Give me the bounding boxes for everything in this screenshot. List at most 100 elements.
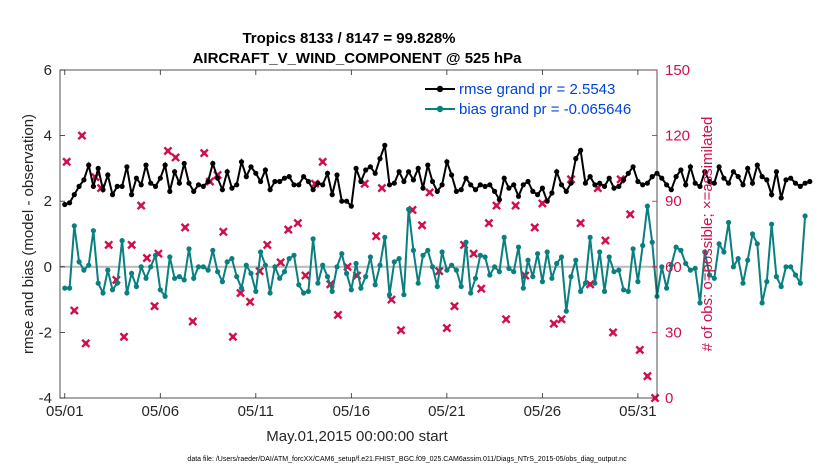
- bias-data-point: [764, 279, 770, 285]
- bias-data-point: [721, 249, 727, 255]
- rmse-data-point: [109, 192, 116, 198]
- bias-data-point: [301, 290, 307, 296]
- obs-assimilated-marker: [136, 201, 146, 211]
- rmse-data-point: [176, 180, 182, 186]
- rmse-data-point: [472, 187, 479, 193]
- rmse-data-point: [152, 183, 159, 189]
- bias-data-point: [114, 280, 120, 286]
- bias-data-point: [315, 280, 321, 286]
- bias-data-point: [348, 287, 354, 293]
- bias-data-point: [625, 288, 631, 294]
- rmse-data-point: [807, 178, 813, 185]
- bias-data-point: [105, 267, 111, 273]
- bias-data-point: [76, 259, 82, 265]
- rmse-data-point: [200, 183, 206, 189]
- obs-assimilated-marker: [77, 131, 87, 141]
- bias-data-point: [506, 265, 512, 271]
- rmse-data-point: [348, 203, 354, 209]
- bias-data-point: [215, 269, 221, 275]
- obs-assimilated-marker: [557, 314, 566, 324]
- bias-data-point: [329, 288, 335, 294]
- bias-data-point: [181, 277, 187, 283]
- bias-data-point: [248, 270, 254, 276]
- obs-assimilated-marker: [171, 153, 181, 162]
- rmse-data-point: [778, 195, 784, 201]
- bias-data-point: [525, 257, 531, 263]
- rmse-data-point: [554, 169, 560, 175]
- rmse-data-point: [119, 183, 125, 189]
- rmse-data-point: [644, 180, 651, 186]
- obs-assimilated-marker: [188, 317, 198, 326]
- obs-assimilated-marker: [199, 148, 209, 158]
- rmse-data-point: [606, 175, 612, 181]
- bias-data-point: [563, 308, 569, 314]
- obs-assimilated-marker: [469, 249, 479, 259]
- bias-data-point: [119, 238, 125, 244]
- rmse-data-point: [625, 170, 631, 176]
- rmse-data-point: [148, 180, 154, 186]
- bias-data-point: [730, 264, 737, 270]
- bias-data-point: [468, 290, 474, 296]
- rmse-data-point: [487, 182, 493, 188]
- bias-data-point: [449, 262, 455, 268]
- rmse-data-point: [238, 159, 245, 165]
- obs-assimilated-marker: [377, 183, 387, 193]
- rmse-data-point: [67, 200, 73, 206]
- bias-data-point: [100, 290, 106, 296]
- bias-data-point: [277, 275, 283, 281]
- rmse-data-point: [659, 175, 665, 181]
- rmse-data-point: [735, 174, 741, 180]
- rmse-data-point: [544, 198, 550, 204]
- rmse-data-point: [425, 162, 431, 168]
- bias-data-point: [429, 264, 436, 270]
- bias-data-point: [339, 251, 345, 257]
- obs-assimilated-marker: [236, 288, 245, 298]
- bias-data-point: [124, 290, 130, 296]
- obs-assimilated-marker: [442, 323, 452, 333]
- rmse-data-point: [434, 188, 440, 194]
- bias-data-point: [773, 274, 780, 280]
- bias-data-point: [224, 259, 230, 265]
- rmse-data-point: [769, 192, 775, 198]
- rmse-data-point: [272, 178, 278, 185]
- y2-axis-label: # of obs: o=possible; ×=assimilated: [699, 117, 716, 352]
- rmse-data-point: [219, 187, 225, 193]
- obs-assimilated-marker: [293, 218, 303, 228]
- rmse-data-point: [749, 180, 756, 186]
- rmse-data-point: [716, 164, 722, 170]
- bias-data-point: [286, 256, 292, 262]
- rmse-data-point: [95, 165, 101, 171]
- rmse-data-point: [492, 188, 498, 194]
- rmse-data-point: [129, 192, 135, 198]
- rmse-data-point: [687, 164, 694, 170]
- rmse-data-point: [740, 182, 746, 188]
- bias-data-point: [109, 287, 116, 293]
- bias-data-point: [539, 279, 546, 285]
- rmse-data-point: [377, 156, 383, 162]
- bias-data-point: [463, 239, 469, 245]
- rmse-data-point: [76, 183, 82, 189]
- legend-rmse-label: rmse grand pr = 2.5543: [459, 81, 615, 98]
- bias-data-point: [711, 275, 717, 281]
- rmse-data-point: [215, 175, 221, 181]
- obs-assimilated-marker: [635, 345, 645, 355]
- rmse-data-point: [205, 178, 211, 185]
- bias-data-point: [783, 264, 789, 270]
- y2-tick-label: 90: [665, 193, 682, 210]
- x-tick-label: 05/26: [524, 403, 562, 420]
- rmse-data-point: [616, 183, 622, 189]
- rmse-data-point: [224, 169, 230, 175]
- bias-data-point: [687, 267, 694, 273]
- bias-data-point: [162, 293, 168, 299]
- rmse-data-point: [754, 162, 760, 168]
- rmse-data-point: [210, 160, 216, 167]
- bias-data-point: [511, 269, 517, 275]
- rmse-data-point: [310, 187, 316, 193]
- rmse-data-point: [243, 174, 249, 180]
- rmse-data-point: [415, 165, 421, 171]
- rmse-data-point: [301, 174, 307, 180]
- bias-data-point: [802, 213, 808, 219]
- obs-assimilated-marker: [69, 306, 79, 315]
- obs-assimilated-marker: [625, 209, 635, 219]
- bias-data-point: [90, 228, 96, 234]
